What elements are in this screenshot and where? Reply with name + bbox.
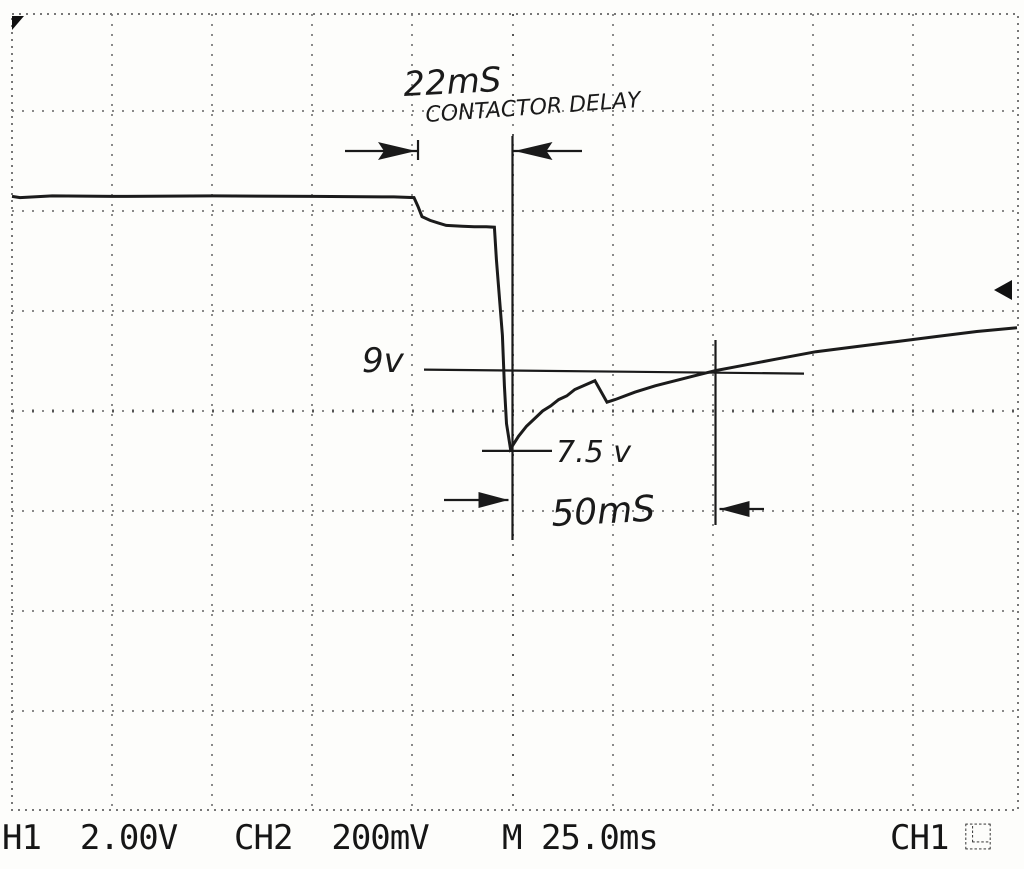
ch1-trace: [11, 194, 1018, 454]
level-9v-label: 9v: [362, 341, 405, 381]
recovery-right-arrowhead: [719, 501, 750, 517]
level-9v-line: [423, 368, 805, 375]
screen-frame: [11, 13, 1019, 811]
trigger-source-readout: CH1: [890, 818, 949, 858]
recovery-time-label: 50mS: [550, 489, 656, 535]
recovery-left-arrowhead: [478, 492, 509, 508]
trigger-position-marker: [12, 16, 24, 30]
ch1-ground-marker: [994, 280, 1012, 300]
graticule-grid: [12, 14, 1018, 810]
delay-time-label: 22mS: [402, 60, 502, 105]
trigger-slope-icon: ⿺: [964, 821, 992, 854]
screen-border: [11, 13, 1019, 811]
ch1-scale-readout: H1 2.00V: [2, 818, 178, 858]
level-7-5v-label: 7.5 v: [556, 435, 632, 470]
delay-right-arrowhead: [514, 142, 553, 160]
screen-markers: [12, 16, 1012, 300]
delay-left-arrowhead: [378, 142, 417, 160]
ch2-scale-readout: CH2 200mV: [234, 818, 430, 858]
timebase-readout: M 25.0ms: [502, 818, 659, 858]
